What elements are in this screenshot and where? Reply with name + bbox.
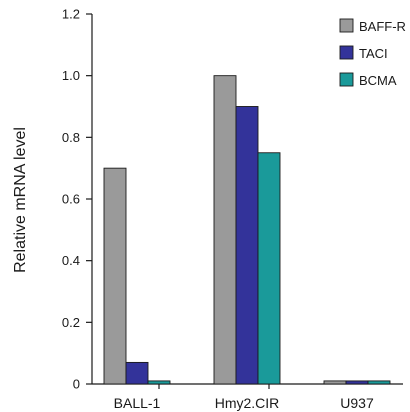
legend-label: BAFF-R: [359, 19, 406, 34]
category-label: BALL-1: [114, 395, 161, 411]
y-tick-label: 0.6: [62, 192, 80, 207]
chart-bars: [103, 75, 391, 385]
legend-swatch: [339, 45, 354, 60]
bar-baff-r-u937: [323, 380, 347, 385]
y-axis-ticks: 0 0.2 0.4 0.6 0.8 1.0 1.2: [62, 7, 270, 392]
bar-baff-r-hmy2-cir: [213, 75, 237, 385]
bar-taci-ball-1: [125, 361, 149, 385]
bar-bcma-u937: [367, 380, 391, 385]
bar-bcma-ball-1: [147, 380, 171, 385]
y-axis-label: Relative mRNA level: [12, 127, 29, 273]
category-label: Hmy2.CIR: [215, 395, 280, 411]
bar-taci-u937: [345, 380, 369, 385]
y-tick-label: 0: [73, 377, 80, 392]
category-label: U937: [340, 395, 374, 411]
y-tick-label: 1.2: [62, 7, 80, 22]
y-tick-label: 0.2: [62, 315, 80, 330]
bar-taci-hmy2-cir: [235, 106, 259, 385]
bar-bcma-hmy2-cir: [257, 152, 281, 385]
y-tick-label: 0.8: [62, 130, 80, 145]
y-tick-label: 0.4: [62, 253, 80, 268]
legend-label: BCMA: [359, 73, 397, 88]
bar-baff-r-ball-1: [103, 167, 127, 385]
chart-legend: BAFF-R TACI BCMA: [339, 18, 406, 88]
legend-swatch: [339, 18, 354, 33]
legend-label: TACI: [359, 46, 388, 61]
legend-swatch: [339, 72, 354, 87]
x-axis-categories: BALL-1 Hmy2.CIR U937: [114, 395, 374, 411]
y-tick-label: 1.0: [62, 68, 80, 83]
